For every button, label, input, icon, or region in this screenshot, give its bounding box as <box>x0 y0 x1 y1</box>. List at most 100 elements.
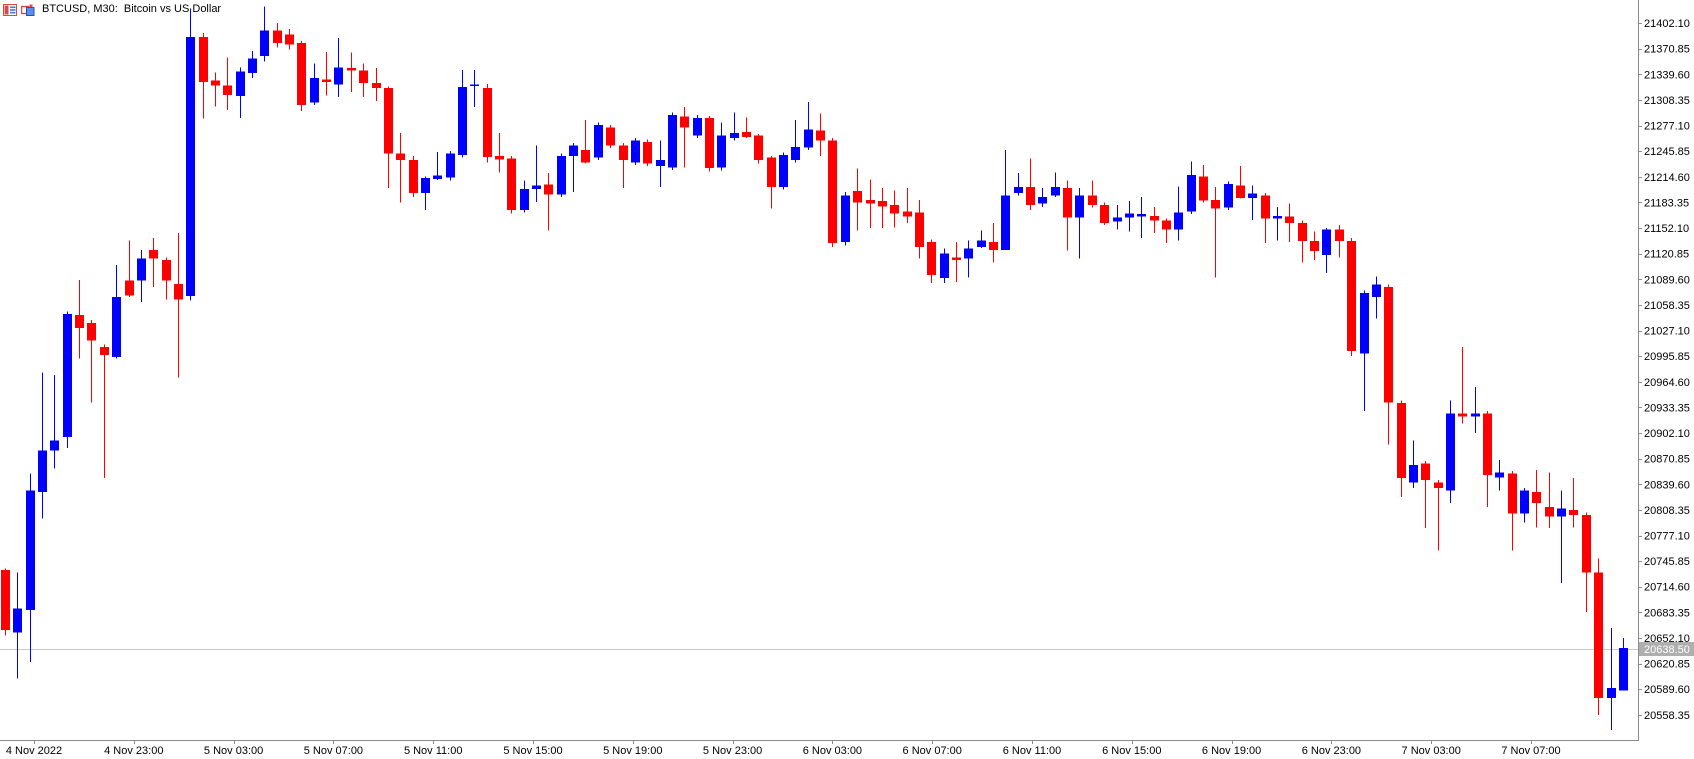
candle-down <box>495 133 504 173</box>
candle-down <box>359 63 368 97</box>
candle-up <box>631 137 640 165</box>
price-tick-label: 21402.10 <box>1644 18 1690 30</box>
candle-down <box>1582 512 1591 612</box>
candle-up <box>1137 196 1146 238</box>
candle-up <box>50 374 59 469</box>
candle-up <box>1075 187 1084 259</box>
candle-down <box>1532 470 1541 528</box>
time-tick-label: 6 Nov 15:00 <box>1102 745 1161 757</box>
candle-down <box>619 142 628 188</box>
axes <box>0 0 1639 741</box>
candle-down <box>483 83 492 163</box>
candle-down <box>1335 224 1344 258</box>
bid-price-label: 20638.50 <box>1639 642 1694 656</box>
time-tick-label: 7 Nov 07:00 <box>1501 745 1560 757</box>
candle-down <box>1285 203 1294 242</box>
time-tick-label: 5 Nov 15:00 <box>503 745 562 757</box>
bid-price-line <box>0 649 1638 650</box>
candle-up <box>1495 460 1504 491</box>
candle-up <box>1125 201 1134 232</box>
candle-up <box>693 115 702 138</box>
candle-up <box>470 69 479 107</box>
candle-up <box>668 112 677 170</box>
candle-down <box>1569 478 1578 528</box>
candle-down <box>1434 479 1443 551</box>
price-tick-label: 21183.35 <box>1644 197 1689 209</box>
candle-up <box>791 119 800 163</box>
candle-down <box>989 223 998 263</box>
price-tick-label: 20745.85 <box>1644 556 1690 568</box>
candle-down <box>409 156 418 197</box>
candle-down <box>1310 231 1319 261</box>
candle-up <box>1607 628 1616 730</box>
time-tick-label: 5 Nov 03:00 <box>204 745 263 757</box>
candle-down <box>643 139 652 166</box>
candle-up <box>1446 400 1455 503</box>
candle-up <box>137 250 146 302</box>
time-tick-label: 6 Nov 11:00 <box>1003 745 1062 757</box>
candle-down <box>581 119 590 164</box>
price-tick-label: 21058.35 <box>1644 300 1690 312</box>
candle-up <box>804 101 813 151</box>
candle-up <box>1014 173 1023 196</box>
candle-down <box>866 179 875 229</box>
price-tick-label: 20620.85 <box>1644 659 1690 671</box>
candle-up <box>13 572 22 679</box>
candle-down <box>1026 158 1035 211</box>
candle-down <box>1162 218 1171 243</box>
candle-down <box>297 41 306 111</box>
candle-down <box>1199 165 1208 203</box>
candle-down <box>742 117 751 138</box>
candle-up <box>1471 387 1480 434</box>
candle-up <box>532 145 541 202</box>
candle-down <box>1088 180 1097 208</box>
price-tick-label: 20933.35 <box>1644 402 1690 414</box>
candle-up <box>1051 172 1060 197</box>
time-tick-label: 6 Nov 19:00 <box>1202 745 1261 757</box>
candle-down <box>1100 202 1109 225</box>
price-tick-label: 21089.60 <box>1644 274 1690 286</box>
candle-up <box>446 151 455 181</box>
candle-up <box>186 8 195 301</box>
candle-up <box>1187 161 1196 215</box>
candle-up <box>1248 185 1257 220</box>
candle-up <box>717 122 726 171</box>
candle-up <box>236 67 245 119</box>
market-watch-icon[interactable] <box>3 3 17 16</box>
price-axis: 21402.10 21370.85 21339.60 21308.35 21277.10… <box>1638 18 1690 722</box>
candle-down <box>1483 411 1492 507</box>
candle-up <box>1174 186 1183 241</box>
candle-down <box>174 233 183 378</box>
price-tick-label: 20652.10 <box>1644 633 1690 645</box>
candle-down <box>754 133 763 164</box>
candle-down <box>1236 165 1245 199</box>
candle-down <box>853 168 862 231</box>
candle-up <box>38 372 47 519</box>
chart-symbol-icon[interactable] <box>20 3 35 16</box>
candle-up <box>260 6 269 62</box>
candle-up <box>1038 187 1047 207</box>
candle-down <box>149 237 158 288</box>
candle-down <box>705 115 714 172</box>
candle-up <box>841 192 850 246</box>
candle-down <box>1347 237 1356 356</box>
candle-down <box>372 68 381 101</box>
candle-down <box>75 279 84 359</box>
candle-up <box>421 176 430 211</box>
price-tick-label: 21277.10 <box>1644 121 1690 133</box>
candle-up <box>779 152 788 190</box>
candle-down <box>125 240 134 297</box>
price-tick-label: 21120.85 <box>1644 249 1689 261</box>
candle-up <box>63 311 72 448</box>
candle-down <box>606 124 615 148</box>
candle-up <box>520 180 529 213</box>
time-tick-label: 6 Nov 07:00 <box>903 745 962 757</box>
candle-up <box>730 112 739 141</box>
price-tick-label: 20589.60 <box>1644 684 1690 696</box>
time-tick-label: 4 Nov 23:00 <box>104 745 163 757</box>
candle-down <box>273 23 282 48</box>
candle-down <box>767 156 776 209</box>
time-tick-label: 5 Nov 07:00 <box>304 745 363 757</box>
candle-down <box>162 257 171 300</box>
